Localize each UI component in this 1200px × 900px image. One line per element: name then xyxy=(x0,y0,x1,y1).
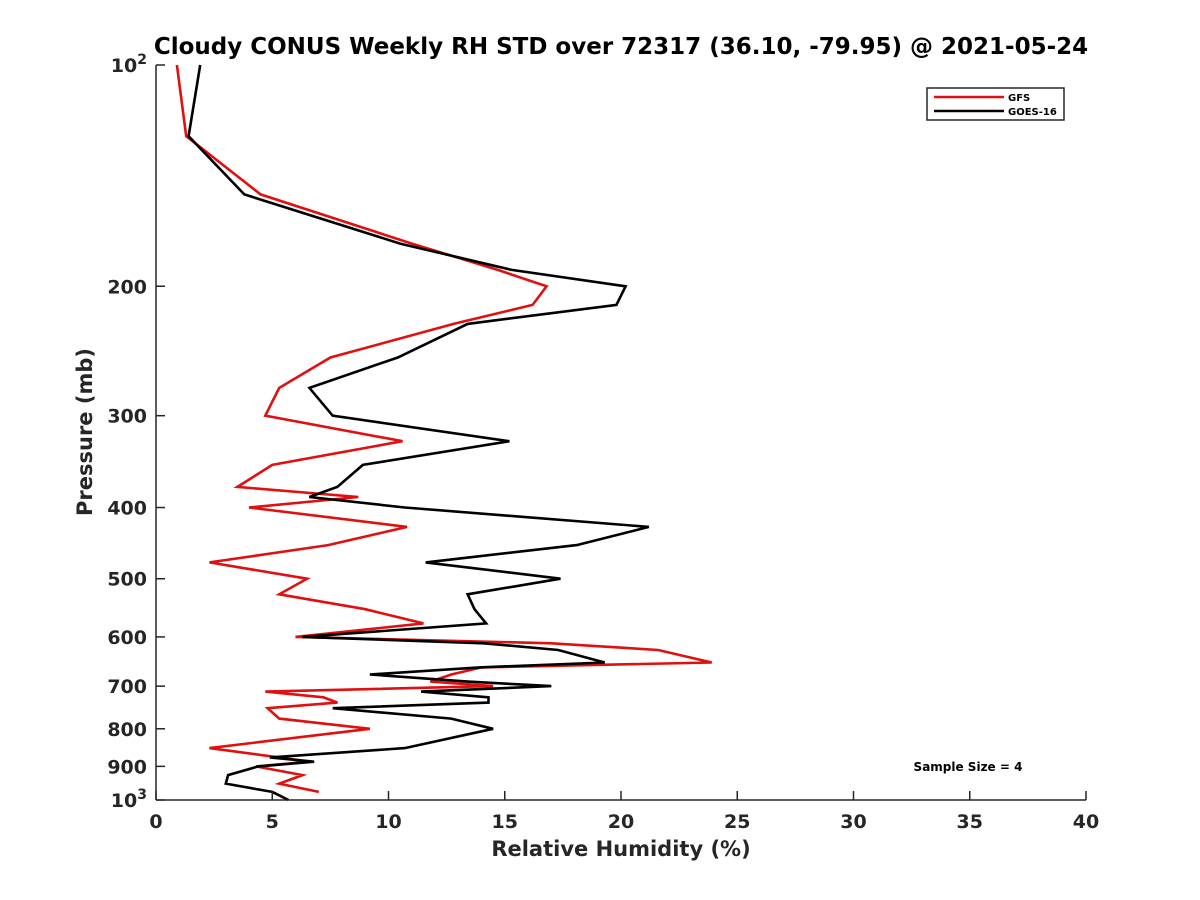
plot-lines xyxy=(175,64,712,802)
y-tick-label: 102 xyxy=(111,52,147,77)
legend: GFS GOES-16 xyxy=(926,87,1065,121)
chart-title: Cloudy CONUS Weekly RH STD over 72317 (3… xyxy=(154,34,1088,60)
legend-box xyxy=(926,87,1065,121)
sample-size-annotation: Sample Size = 4 xyxy=(914,760,1023,774)
y-ticks: 102 200 300 400 500 600 700 800 900 103 xyxy=(107,52,165,812)
y-tick-label: 600 xyxy=(107,627,147,649)
series-line-gfs xyxy=(175,64,712,794)
legend-label-gfs: GFS xyxy=(1008,93,1030,104)
x-tick-label: 0 xyxy=(149,811,162,833)
y-tick-label: 500 xyxy=(107,569,147,591)
x-ticks: 0 5 10 15 20 25 30 35 40 xyxy=(149,791,1099,833)
y-tick-label: 700 xyxy=(107,676,147,698)
x-tick-label: 10 xyxy=(375,811,401,833)
x-tick-label: 20 xyxy=(608,811,634,833)
x-tick-label: 5 xyxy=(266,811,279,833)
x-tick-label: 25 xyxy=(724,811,750,833)
x-tick-label: 40 xyxy=(1073,811,1099,833)
x-tick-label: 15 xyxy=(492,811,518,833)
x-axis-label: Relative Humidity (%) xyxy=(491,837,750,861)
y-tick-label: 300 xyxy=(107,406,147,428)
y-tick-label: 900 xyxy=(107,756,147,778)
x-tick-label: 30 xyxy=(840,811,866,833)
y-tick-label: 400 xyxy=(107,498,147,520)
series-line-goes16 xyxy=(187,64,650,802)
y-tick-label: 103 xyxy=(111,787,147,812)
legend-label-goes16: GOES-16 xyxy=(1008,107,1057,118)
y-tick-label: 200 xyxy=(107,276,147,298)
x-tick-label: 35 xyxy=(957,811,983,833)
y-tick-label: 800 xyxy=(107,719,147,741)
y-axis-label: Pressure (mb) xyxy=(73,348,97,516)
